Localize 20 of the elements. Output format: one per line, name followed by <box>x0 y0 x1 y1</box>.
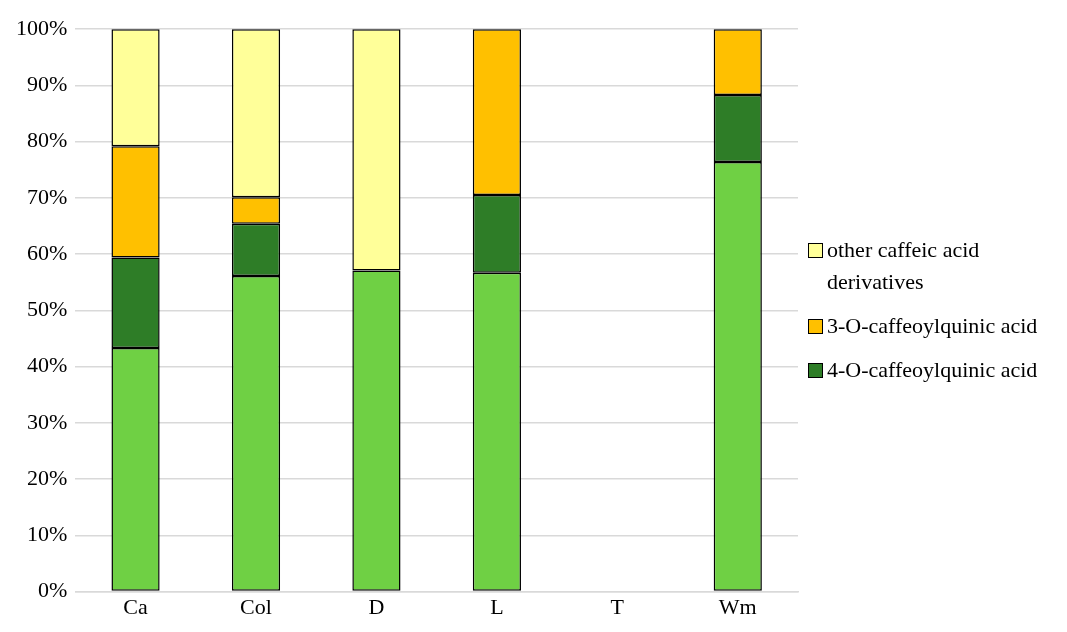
legend-label: 3-O-caffeoylquinic acid <box>827 312 1038 340</box>
x-tick-label: Ca <box>123 593 148 619</box>
y-tick-label: 100% <box>16 14 68 40</box>
x-tick-label: D <box>368 593 385 619</box>
x-tick-label: Col <box>240 593 272 619</box>
legend-label: other caffeic acid derivatives <box>827 236 981 296</box>
x-tick-label: T <box>610 593 625 619</box>
y-tick-label: 0% <box>38 577 68 603</box>
y-tick-label: 70% <box>27 183 68 209</box>
y-tick-label: 90% <box>27 71 68 97</box>
y-tick-label: 20% <box>27 464 68 490</box>
y-tick-label: 40% <box>27 352 68 378</box>
x-tick-label: L <box>490 593 504 619</box>
y-tick-label: 60% <box>27 239 68 265</box>
y-tick-label: 80% <box>27 127 68 153</box>
x-tick-label: Wm <box>718 593 757 619</box>
legend-label: 4-O-caffeoylquinic acid <box>827 356 1038 384</box>
y-tick-label: 50% <box>27 296 68 322</box>
y-tick-label: 30% <box>27 408 68 434</box>
y-tick-label: 10% <box>27 521 68 547</box>
